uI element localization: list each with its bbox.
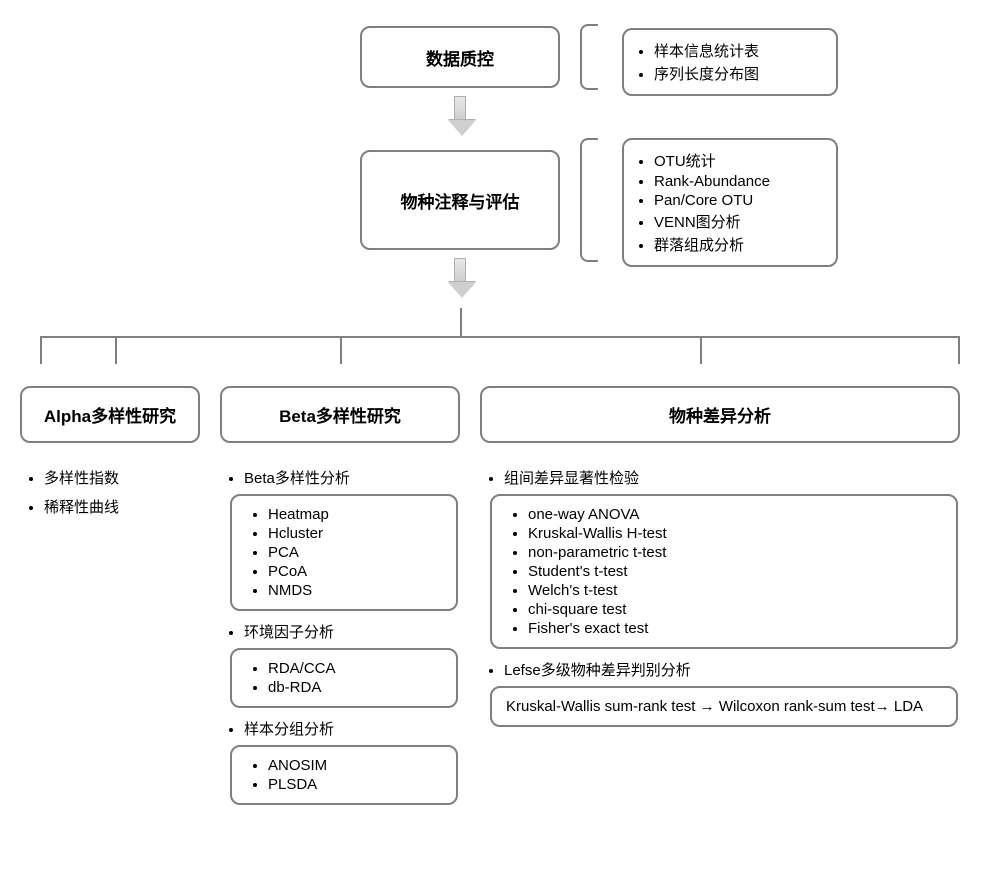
species-diff-box-text: Kruskal-Wallis sum-rank test → Wilcoxon … (506, 698, 923, 715)
beta-box-item: PCoA (268, 563, 444, 580)
species-diff-box-item: Welch's t-test (528, 582, 944, 599)
beta-box-item: PLSDA (268, 776, 444, 793)
col-species-diff-header: 物种差异分析 (480, 386, 960, 443)
branch-connector (20, 326, 980, 376)
step1-side-item: 序列长度分布图 (654, 63, 824, 84)
col-species-diff-body: 组间差异显著性检验 one-way ANOVA Kruskal-Wallis H… (480, 455, 960, 739)
step1-side-box: 样本信息统计表 序列长度分布图 (622, 28, 838, 96)
col-beta-header: Beta多样性研究 (220, 386, 460, 443)
col-alpha-title: Alpha多样性研究 (44, 407, 176, 426)
step2-box: 物种注释与评估 (360, 150, 560, 250)
species-diff-section-label: 组间差异显著性检验 (504, 467, 958, 488)
step2-side-item: 群落组成分析 (654, 234, 824, 255)
step2-side-box: OTU统计 Rank-Abundance Pan/Core OTU VENN图分… (622, 138, 838, 267)
species-diff-box-item: non-parametric t-test (528, 544, 944, 561)
col-species-diff-title: 物种差异分析 (669, 407, 771, 426)
beta-section-box-1: RDA/CCA db-RDA (230, 648, 458, 708)
beta-box-item: ANOSIM (268, 757, 444, 774)
step2-title: 物种注释与评估 (401, 188, 520, 213)
step1-bracket (580, 24, 598, 90)
species-diff-box-item: one-way ANOVA (528, 506, 944, 523)
species-diff-box-1: Kruskal-Wallis sum-rank test → Wilcoxon … (490, 686, 958, 727)
step2-side-item: VENN图分析 (654, 211, 824, 232)
step2-side-item: OTU统计 (654, 150, 824, 171)
step2-side-item: Rank-Abundance (654, 173, 824, 190)
step2-side-item: Pan/Core OTU (654, 192, 824, 209)
col-alpha: Alpha多样性研究 多样性指数 稀释性曲线 (20, 386, 200, 525)
beta-box-item: Hcluster (268, 525, 444, 542)
beta-section-box-2: ANOSIM PLSDA (230, 745, 458, 805)
step1-title: 数据质控 (426, 45, 494, 70)
arrow-1 (448, 96, 472, 136)
col-beta-title: Beta多样性研究 (279, 407, 401, 426)
branch-columns: Alpha多样性研究 多样性指数 稀释性曲线 Beta多样性研究 Beta多样性… (20, 386, 980, 817)
species-diff-section-label: Lefse多级物种差异判别分析 (504, 659, 958, 680)
step1-box: 数据质控 (360, 26, 560, 88)
beta-box-item: RDA/CCA (268, 660, 444, 677)
step2-bracket (580, 138, 598, 262)
top-flow-section: 数据质控 样本信息统计表 序列长度分布图 物种注释与评估 OTU统计 Rank-… (20, 26, 980, 326)
arrow-2 (448, 258, 472, 298)
beta-box-item: db-RDA (268, 679, 444, 696)
beta-box-item: NMDS (268, 582, 444, 599)
species-diff-box-0: one-way ANOVA Kruskal-Wallis H-test non-… (490, 494, 958, 649)
species-diff-box-item: chi-square test (528, 601, 944, 618)
species-diff-box-item: Fisher's exact test (528, 620, 944, 637)
alpha-item: 稀释性曲线 (44, 496, 198, 517)
step1-side-item: 样本信息统计表 (654, 40, 824, 61)
species-diff-box-item: Kruskal-Wallis H-test (528, 525, 944, 542)
alpha-item: 多样性指数 (44, 467, 198, 488)
beta-section-label: Beta多样性分析 (244, 467, 458, 488)
beta-section-box-0: Heatmap Hcluster PCA PCoA NMDS (230, 494, 458, 611)
col-beta-body: Beta多样性分析 Heatmap Hcluster PCA PCoA NMDS… (220, 455, 460, 817)
beta-section-label: 样本分组分析 (244, 718, 458, 739)
col-beta: Beta多样性研究 Beta多样性分析 Heatmap Hcluster PCA… (220, 386, 460, 817)
beta-box-item: PCA (268, 544, 444, 561)
species-diff-box-item: Student's t-test (528, 563, 944, 580)
beta-box-item: Heatmap (268, 506, 444, 523)
col-alpha-body: 多样性指数 稀释性曲线 (20, 455, 200, 525)
beta-section-label: 环境因子分析 (244, 621, 458, 642)
col-alpha-header: Alpha多样性研究 (20, 386, 200, 443)
col-species-diff: 物种差异分析 组间差异显著性检验 one-way ANOVA Kruskal-W… (480, 386, 960, 739)
